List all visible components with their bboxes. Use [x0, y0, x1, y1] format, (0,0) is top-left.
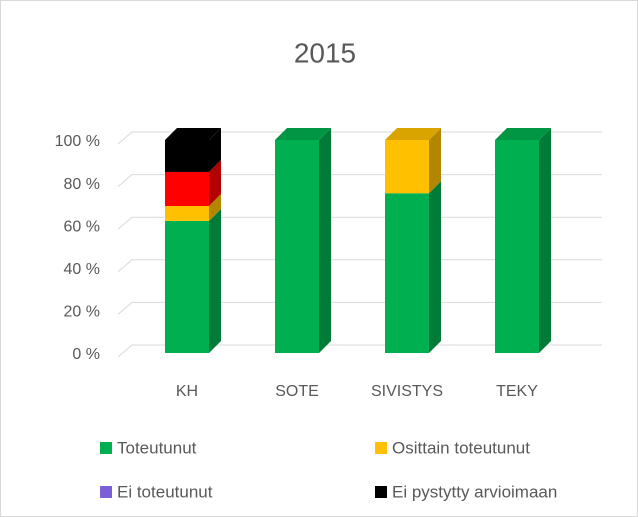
bar-side: [209, 208, 221, 353]
x-tick-label: SOTE: [275, 383, 319, 400]
grid-line: [117, 259, 602, 273]
bar: [165, 171, 209, 207]
legend-swatch: [375, 442, 387, 454]
bar: [385, 140, 429, 194]
bar-side: [209, 159, 221, 207]
legend-label: Osittain toteutunut: [392, 438, 530, 457]
legend-swatch: [375, 486, 387, 498]
y-tick-label: 0 %: [72, 346, 100, 363]
x-tick-label: TEKY: [496, 383, 538, 400]
bar-side: [209, 128, 221, 172]
bar: [275, 140, 319, 353]
bar-side: [319, 128, 331, 353]
x-tick-label: KH: [176, 383, 198, 400]
bar-side: [539, 128, 551, 353]
bar: [385, 193, 429, 353]
bar: [165, 140, 209, 172]
bar-side: [209, 194, 221, 221]
grid-line: [117, 216, 602, 230]
y-tick-label: 40 %: [64, 261, 100, 278]
y-tick-label: 100 %: [55, 133, 100, 150]
grid-line: [117, 174, 602, 187]
bar-side: [429, 181, 441, 353]
x-tick-label: SIVISTYS: [371, 383, 443, 400]
legend-label: Ei toteutunut: [117, 482, 213, 501]
bar: [165, 220, 209, 353]
legend-label: Ei pystytty arvioimaan: [392, 482, 557, 501]
bar: [165, 206, 209, 221]
grid-line: [117, 344, 602, 358]
legend-label: Toteutunut: [117, 438, 197, 457]
bar-side: [429, 128, 441, 194]
bar-top: [275, 128, 331, 140]
y-tick-label: 80 %: [64, 176, 100, 193]
bar: [495, 140, 539, 353]
chart-title: 2015: [294, 37, 356, 68]
bar-top: [495, 128, 551, 140]
grid-line: [117, 131, 602, 145]
bar-top: [165, 128, 221, 140]
bar-top: [385, 128, 441, 140]
grid-line: [117, 301, 602, 315]
legend-swatch: [100, 442, 112, 454]
y-tick-label: 20 %: [64, 304, 100, 321]
y-tick-label: 60 %: [64, 218, 100, 235]
legend-swatch: [100, 486, 112, 498]
